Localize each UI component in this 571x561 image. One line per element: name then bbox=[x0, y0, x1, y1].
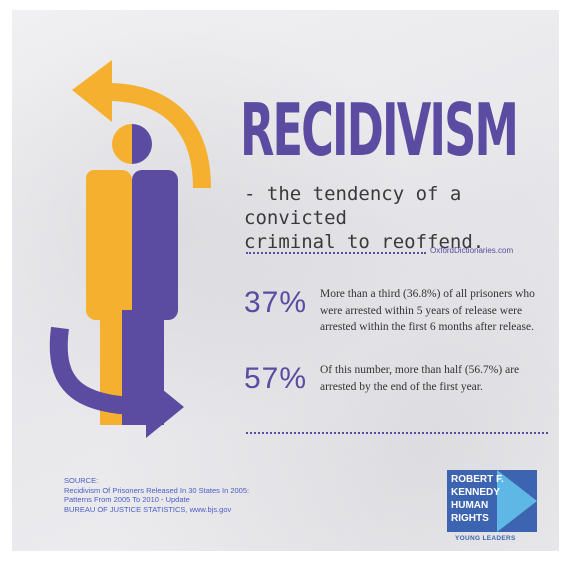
person-purple-half bbox=[122, 124, 178, 425]
stat-text: More than a third (36.8%) of all prisone… bbox=[320, 288, 535, 333]
orange-curved-arrow-icon bbox=[72, 60, 211, 189]
logo-subtitle: YOUNG LEADERS bbox=[455, 535, 516, 542]
logo-text: ROBERT F. KENNEDY HUMAN RIGHTS bbox=[451, 473, 504, 525]
recidivism-figure-illustration bbox=[49, 60, 211, 438]
logo-line: HUMAN bbox=[451, 500, 489, 511]
source-heading: SOURCE: bbox=[64, 476, 99, 485]
definition-source: OxfordDictionaries.com bbox=[430, 246, 514, 255]
stat-percent: 57% bbox=[244, 362, 308, 395]
purple-curved-arrow-icon bbox=[49, 326, 184, 438]
dotted-divider bbox=[246, 432, 548, 434]
stat-percent: 37% bbox=[244, 286, 308, 319]
logo-triangle-icon bbox=[497, 470, 537, 532]
source-line: BUREAU OF JUSTICE STATISTICS, www.bjs.go… bbox=[64, 504, 232, 514]
logo-line: KENNEDY bbox=[451, 487, 500, 498]
logo-line: RIGHTS bbox=[451, 513, 489, 524]
source-line: Patterns From 2005 To 2010 - Update bbox=[64, 495, 190, 504]
source-line: Recidivism Of Prisoners Released In 30 S… bbox=[64, 485, 250, 495]
infographic-card: RECIDIVISM - the tendency of a convicted… bbox=[12, 10, 559, 551]
page-title: RECIDIVISM bbox=[240, 88, 519, 172]
logo-line: ROBERT F. bbox=[451, 474, 504, 485]
stat-text: Of this number, more than half (56.7%) a… bbox=[320, 364, 520, 393]
rfk-human-rights-logo: ROBERT F. KENNEDY HUMAN RIGHTS YOUNG LEA… bbox=[447, 470, 537, 546]
source-citation: SOURCE: Recidivism Of Prisoners Released… bbox=[64, 476, 284, 514]
stat-row-37: 37% More than a third (36.8%) of all pri… bbox=[244, 286, 549, 356]
definition-text: - the tendency of a convicted criminal t… bbox=[244, 183, 485, 253]
stat-row-57: 57% Of this number, more than half (56.7… bbox=[244, 362, 549, 402]
dotted-divider bbox=[246, 252, 426, 254]
